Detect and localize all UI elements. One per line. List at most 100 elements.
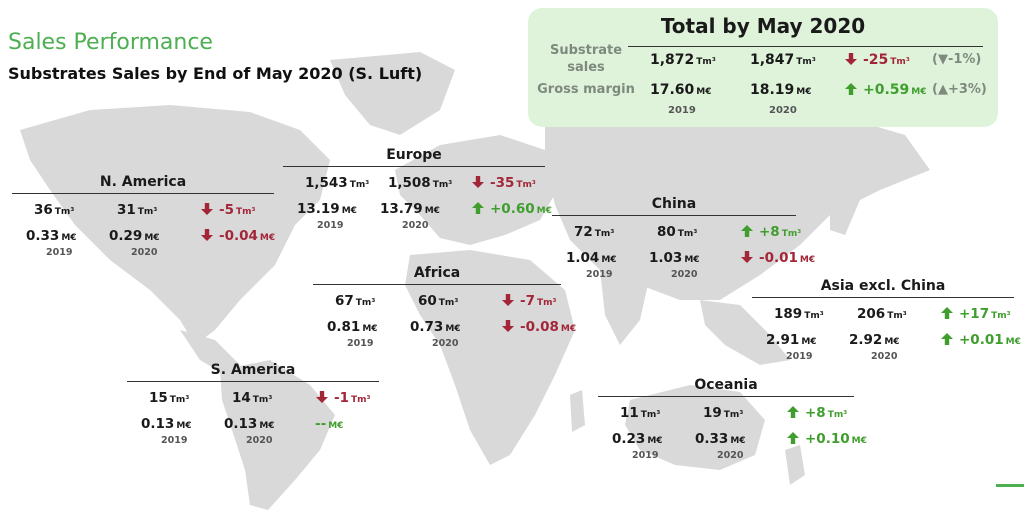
value: 80 <box>657 224 676 240</box>
unit: Tm³ <box>236 207 256 217</box>
value: 13.19 <box>297 201 340 217</box>
unit: Tm³ <box>349 180 370 190</box>
japan-shape <box>830 180 860 235</box>
unit: M€ <box>647 436 663 446</box>
volume-delta: -5 Tm³ <box>200 202 255 218</box>
value: 15 <box>149 390 168 406</box>
totals-margin-pct: (▲+3%) <box>932 82 987 97</box>
volume-2019: 11 Tm³ <box>620 405 660 421</box>
unit: M€ <box>424 206 440 216</box>
unit: M€ <box>1005 337 1021 347</box>
arrow-up-icon <box>940 306 954 320</box>
unit: M€ <box>730 436 746 446</box>
australia-shape <box>625 385 765 470</box>
unit: Tm³ <box>827 410 848 420</box>
totals-volume-pct: (▼-1%) <box>932 52 982 67</box>
volume-2020: 80 Tm³ <box>657 224 697 240</box>
volume-2020: 60 Tm³ <box>418 293 458 309</box>
unit: M€ <box>362 324 378 334</box>
value: -35 <box>490 175 515 191</box>
region-name: N. America <box>99 174 187 190</box>
page-subtitle: Substrates Sales by End of May 2020 (S. … <box>8 64 423 83</box>
region-name: China <box>651 196 697 212</box>
year-2020-label: 2020 <box>246 435 273 446</box>
unit: M€ <box>259 421 275 431</box>
arrow-up-icon <box>471 201 485 215</box>
value: +17 <box>959 306 990 322</box>
volume-2020: 206 Tm³ <box>857 306 907 322</box>
value: 0.33 <box>26 228 60 244</box>
value: 0.73 <box>410 319 444 335</box>
india-shape <box>600 270 650 345</box>
arrow-down-icon <box>844 52 858 66</box>
asia-shape <box>545 90 930 300</box>
volume-delta: +8 Tm³ <box>740 224 801 240</box>
region-asia: Asia excl. China 189 Tm³ 206 Tm³ +17 Tm³ 2.91 M€… <box>752 278 1021 368</box>
label-line: sales <box>567 60 605 75</box>
value: 0.23 <box>612 431 646 447</box>
value: 0.81 <box>327 319 361 335</box>
margin-2019: 13.19 M€ <box>297 201 357 217</box>
margin-2020: 1.03 M€ <box>649 250 700 266</box>
unit: Tm³ <box>640 410 661 420</box>
region-africa: Africa 67 Tm³ 60 Tm³ -7 Tm³ 0.81 M€ 0.73 M€ -0.08 M€… <box>313 265 576 355</box>
value: -0.04 <box>219 228 258 244</box>
volume-delta: -7 Tm³ <box>501 293 556 309</box>
value: 189 <box>774 306 803 322</box>
value: 19 <box>703 405 722 421</box>
year-2019-label: 2019 <box>632 450 659 461</box>
totals-margin-2020: 18.19 M€ <box>750 82 812 98</box>
year-2019-label: 2019 <box>317 220 344 231</box>
unit: Tm³ <box>169 395 190 405</box>
unit: M€ <box>799 255 816 265</box>
arrow-down-icon <box>200 202 214 216</box>
region-n-america: N. America 36 Tm³ 31 Tm³ -5 Tm³ 0.33 M€ 0.29 M€ -0.… <box>12 174 275 264</box>
arrow-up-icon <box>786 431 800 445</box>
value: 2.92 <box>849 332 883 348</box>
unit: M€ <box>144 233 160 243</box>
year-2019-label: 2019 <box>347 338 374 349</box>
margin-delta: +0.10 M€ <box>786 431 867 447</box>
arrow-down-icon <box>471 175 485 189</box>
region-china: China 72 Tm³ 80 Tm³ +8 Tm³ 1.04 M€ 1.03 M€ -0.01 M€ 2… <box>552 196 815 286</box>
unit: Tm³ <box>781 229 802 239</box>
value: -- <box>315 416 327 432</box>
year-2020-label: 2020 <box>131 247 158 258</box>
totals-title: Total by May 2020 <box>660 14 866 38</box>
unit: Tm³ <box>723 410 744 420</box>
unit: Tm³ <box>432 180 453 190</box>
totals-margin-delta: +0.59 M€ <box>844 82 927 98</box>
corner-accent-line <box>996 484 1024 487</box>
madagascar-shape <box>570 390 585 432</box>
se-asia-shape <box>700 300 790 365</box>
margin-2019: 0.23 M€ <box>612 431 663 447</box>
totals-divider <box>628 46 983 47</box>
unit: Tm³ <box>887 311 907 321</box>
margin-2019: 0.33 M€ <box>26 228 77 244</box>
totals-panel: Total by May 2020 Substrate sales 1,872 T… <box>528 8 998 127</box>
totals-volume-2019: 1,872 Tm³ <box>650 52 716 68</box>
volume-2019: 189 Tm³ <box>774 306 824 322</box>
year-2020-label: 2020 <box>402 220 429 231</box>
region-europe: Europe 1,543 Tm³ 1,508 Tm³ -35 Tm³ 13.19 M€ 13.79… <box>283 147 552 237</box>
unit: M€ <box>801 337 817 347</box>
volume-2020: 14 Tm³ <box>232 390 272 406</box>
region-s-america: S. America 15 Tm³ 14 Tm³ -1 Tm³ 0.13 M€ 0.13 M€ -- M… <box>127 362 379 452</box>
region-divider <box>283 166 545 167</box>
region-divider <box>313 284 561 285</box>
region-oceania: Oceania 11 Tm³ 19 Tm³ +8 Tm³ 0.23 M€ 0.33 M€ +0.10 M… <box>598 377 867 467</box>
region-name: Europe <box>386 147 442 163</box>
volume-2019: 72 Tm³ <box>574 224 614 240</box>
europe-shape <box>395 135 560 245</box>
margin-delta: +0.01 M€ <box>940 332 1021 348</box>
value: -5 <box>219 202 234 218</box>
arrow-down-icon <box>315 390 329 404</box>
value: +8 <box>759 224 780 240</box>
volume-delta: +17 Tm³ <box>940 306 1011 322</box>
value: 0.33 <box>695 431 729 447</box>
region-divider <box>752 297 1014 298</box>
value: -0.08 <box>520 319 559 335</box>
value: 0.13 <box>224 416 258 432</box>
arrow-up-icon <box>844 82 858 96</box>
